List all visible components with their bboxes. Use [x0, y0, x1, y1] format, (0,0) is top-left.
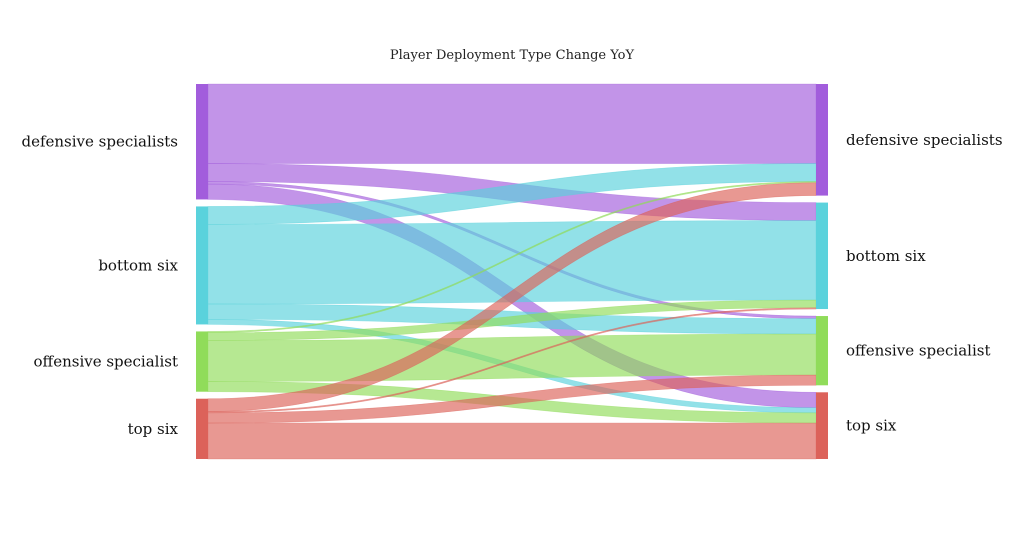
node-label-left-offensive: offensive specialist [34, 353, 178, 371]
node-label-right-bottom: bottom six [846, 247, 926, 265]
node-left-bottom [196, 206, 208, 325]
node-left-offensive [196, 331, 208, 392]
node-right-top [816, 392, 828, 459]
link-top-to-top [207, 422, 817, 460]
labels-group: defensive specialists bottom six offensive… [21, 131, 1002, 438]
node-right-offensive [816, 316, 828, 386]
links-group [207, 83, 817, 460]
node-left-defensive [196, 84, 208, 200]
node-label-left-bottom: bottom six [98, 256, 178, 274]
nodes-group [196, 84, 828, 459]
chart-title: Player Deployment Type Change YoY [390, 48, 635, 63]
node-left-top [196, 398, 208, 459]
node-label-left-top: top six [128, 420, 179, 438]
link-offensive-to-offensive [207, 333, 817, 382]
node-label-right-top: top six [846, 417, 897, 435]
link-top-to-defensive [207, 182, 817, 412]
node-right-bottom [816, 202, 828, 310]
node-label-right-defensive: defensive specialists [846, 131, 1003, 149]
node-right-defensive [816, 84, 828, 196]
node-label-left-defensive: defensive specialists [21, 133, 178, 151]
link-defensive-to-defensive [207, 83, 817, 164]
node-label-right-offensive: offensive specialist [846, 342, 990, 360]
